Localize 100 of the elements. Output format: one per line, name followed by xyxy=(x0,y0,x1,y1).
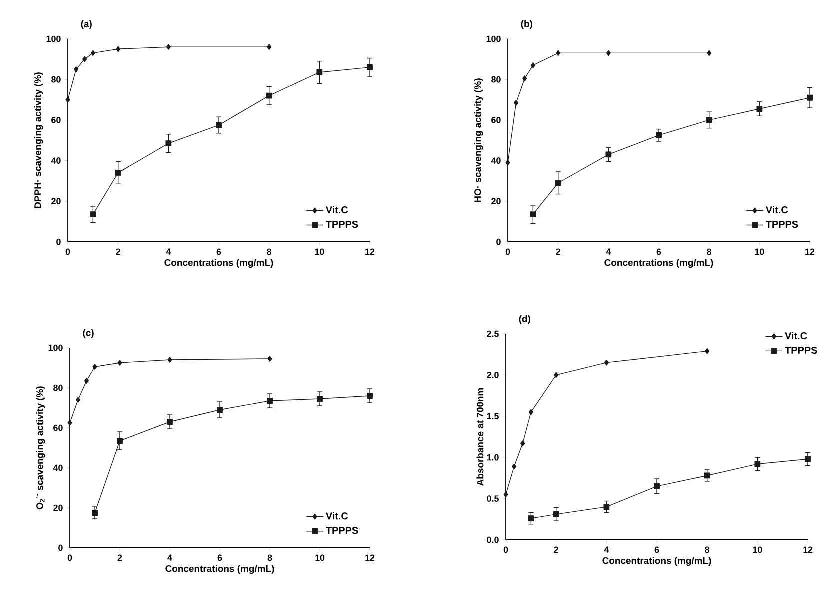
legend-label: Vit.C xyxy=(326,512,348,520)
point xyxy=(556,50,561,56)
x-tick-label: 6 xyxy=(656,248,662,256)
point xyxy=(528,516,534,522)
y-tick-label: 2.5 xyxy=(487,330,499,338)
x-tick-label: 12 xyxy=(806,248,815,256)
x-tick-label: 0 xyxy=(506,248,510,256)
y-tick-label: 0.0 xyxy=(487,536,499,544)
point xyxy=(604,360,609,366)
legend-label: TPPPS xyxy=(766,220,798,228)
point xyxy=(84,378,90,384)
point xyxy=(606,152,612,158)
point xyxy=(267,398,273,404)
y-tick-label: 80 xyxy=(52,76,61,83)
point xyxy=(92,510,98,516)
x-tick-label: 4 xyxy=(168,554,172,561)
point xyxy=(167,419,173,425)
y-tick-label: 80 xyxy=(54,384,63,392)
point xyxy=(553,512,560,518)
x-axis-title: Concentrations (mg/mL) xyxy=(602,557,712,566)
x-tick-label: 10 xyxy=(753,546,762,554)
x-tick-label: 12 xyxy=(366,248,375,256)
point xyxy=(76,397,81,403)
y-tick-label: 20 xyxy=(492,198,501,205)
y-tick-label: 1.5 xyxy=(487,413,499,420)
point xyxy=(266,92,272,99)
point xyxy=(118,360,122,366)
y-tick-label: 100 xyxy=(46,36,61,42)
y-tick-label: 80 xyxy=(492,76,501,83)
legend-label: Vit.C xyxy=(326,206,348,214)
point xyxy=(504,492,508,498)
point xyxy=(707,50,712,56)
point xyxy=(367,393,373,399)
x-tick-label: 8 xyxy=(267,248,272,256)
point xyxy=(92,364,98,370)
x-tick-label: 4 xyxy=(166,248,172,255)
y-axis-title: HO· scavenging activity (%) xyxy=(474,78,484,202)
y-tick-label: 2.0 xyxy=(487,372,499,378)
y-tick-label: 60 xyxy=(492,117,501,124)
x-tick-label: 8 xyxy=(707,248,712,256)
point xyxy=(805,456,811,462)
point xyxy=(168,357,172,363)
x-tick-label: 0 xyxy=(68,554,72,562)
y-tick-label: 60 xyxy=(52,117,61,124)
point xyxy=(116,46,121,52)
point xyxy=(807,94,813,101)
y-tick-label: 20 xyxy=(52,198,61,205)
x-tick-label: 12 xyxy=(804,546,813,554)
y-tick-label: 40 xyxy=(53,464,63,472)
y-tick-label: 1.0 xyxy=(487,454,499,461)
x-tick-label: 10 xyxy=(315,248,324,256)
x-tick-label: 4 xyxy=(604,546,610,553)
point xyxy=(166,44,171,50)
y-tick-label: 20 xyxy=(54,504,63,512)
point xyxy=(520,440,526,447)
legend-label: TPPPS xyxy=(785,346,818,354)
point xyxy=(530,212,536,218)
chart-title: (d) xyxy=(519,315,530,324)
x-tick-label: 2 xyxy=(116,248,120,256)
point xyxy=(82,56,88,62)
point xyxy=(554,372,559,378)
point xyxy=(756,106,763,112)
point xyxy=(656,132,662,138)
point xyxy=(514,100,519,106)
point xyxy=(90,50,96,56)
point xyxy=(528,409,534,416)
y-tick-label: 60 xyxy=(54,424,63,432)
x-tick-label: 0 xyxy=(504,546,508,554)
point xyxy=(606,50,611,56)
point xyxy=(555,180,562,186)
y-tick-label: 0.5 xyxy=(487,496,499,502)
point xyxy=(512,464,517,470)
point xyxy=(604,504,610,510)
x-tick-label: 12 xyxy=(366,554,375,562)
chart-title: (a) xyxy=(81,20,92,30)
point xyxy=(115,170,122,176)
y-axis-title: DPPH· scavenging activity (%) xyxy=(34,72,44,208)
x-tick-label: 2 xyxy=(118,554,122,562)
legend-label: Vit.C xyxy=(766,206,788,214)
x-tick-label: 10 xyxy=(755,248,764,256)
y-tick-label: 40 xyxy=(491,158,501,164)
x-tick-label: 8 xyxy=(705,546,710,554)
point xyxy=(267,44,272,50)
point xyxy=(705,348,710,354)
x-tick-label: 6 xyxy=(218,554,222,562)
point xyxy=(268,356,272,362)
point xyxy=(316,70,323,76)
point xyxy=(68,420,72,426)
point xyxy=(506,160,510,166)
legend-label: Vit.C xyxy=(785,332,808,340)
x-tick-label: 8 xyxy=(268,554,272,562)
point xyxy=(117,438,123,444)
point xyxy=(530,62,536,68)
x-axis-title: Concentrations (mg/mL) xyxy=(166,565,274,574)
y-axis-title: O$_{2}$$^{·-}$ scavenging activity (%) xyxy=(36,386,46,510)
y-tick-label: 40 xyxy=(51,158,61,164)
point xyxy=(166,140,172,146)
legend-label: TPPPS xyxy=(326,220,358,228)
x-axis-title: Concentrations (mg/mL) xyxy=(604,259,714,268)
x-tick-label: 6 xyxy=(216,248,222,256)
